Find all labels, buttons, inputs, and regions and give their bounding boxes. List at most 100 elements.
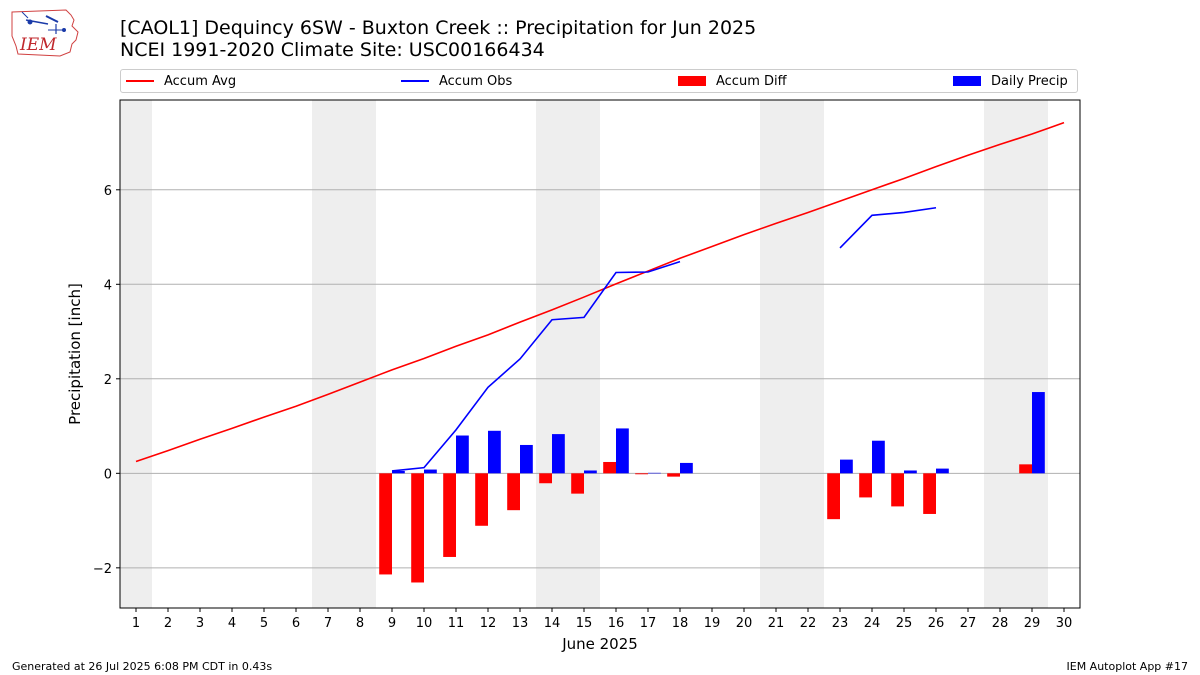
daily-precip-bar (584, 470, 597, 474)
y-axis-label: Precipitation [inch] (66, 283, 84, 425)
accum-obs-line (391, 260, 681, 472)
y-tick-label: 2 (104, 373, 112, 388)
axis-ticks: 1 2 3 4 5 6 7 8 9 10 11 12 13 14 15 16 17 18 19 20 21 22 23 24 2… (93, 184, 1072, 631)
chart-title: [CAOL1] Dequincy 6SW - Buxton Creek :: P… (120, 17, 757, 39)
x-tick-label: 22 (800, 616, 817, 631)
weekend-band (536, 100, 568, 608)
accum-diff-bar (635, 473, 648, 475)
legend-label-accum-diff: Accum Diff (716, 73, 787, 89)
x-tick-label: 9 (388, 616, 396, 631)
legend-item-accum-obs: Accum Obs (401, 70, 512, 92)
footer-app: IEM Autoplot App #17 (1066, 660, 1189, 673)
x-tick-label: 7 (324, 616, 332, 631)
y-tick-label: −2 (93, 562, 112, 577)
legend-swatch-accum-diff (678, 76, 706, 86)
legend-item-accum-diff: Accum Diff (678, 70, 787, 92)
daily-precip-bar (456, 435, 469, 474)
x-tick-label: 17 (640, 616, 657, 631)
weekend-band (984, 100, 1016, 608)
accum-diff-bar (379, 473, 392, 575)
weekend-band (312, 100, 344, 608)
weekend-band (344, 100, 376, 608)
logo-text: IEM (19, 35, 57, 55)
x-tick-label: 5 (260, 616, 268, 631)
legend-label-accum-obs: Accum Obs (439, 73, 513, 89)
x-tick-label: 29 (1024, 616, 1041, 631)
y-tick-label: 4 (104, 278, 112, 293)
daily-precip-bar (520, 444, 533, 474)
footer-generated: Generated at 26 Jul 2025 6:08 PM CDT in … (12, 660, 273, 673)
legend-swatch-accum-obs (401, 80, 429, 82)
x-tick-label: 24 (864, 616, 881, 631)
x-tick-label: 3 (196, 616, 204, 631)
x-tick-label: 13 (512, 616, 529, 631)
daily-precip-bar (680, 462, 693, 474)
weekend-band (120, 100, 152, 608)
accum-diff-bar (571, 473, 584, 494)
x-tick-label: 4 (228, 616, 236, 631)
accum-diff-bar (475, 473, 488, 526)
bars (379, 392, 1045, 583)
x-tick-label: 2 (164, 616, 172, 631)
x-tick-label: 23 (832, 616, 849, 631)
x-axis-label: June 2025 (561, 635, 638, 653)
accum-diff-bar (891, 473, 904, 507)
weekend-shading (120, 100, 1048, 608)
daily-precip-bar (488, 430, 501, 474)
daily-precip-bar (904, 470, 917, 474)
chart-legend: Accum Avg Accum Obs Accum Diff Daily Pre… (120, 69, 1078, 93)
accum-diff-bar (1019, 464, 1032, 474)
weekend-band (760, 100, 792, 608)
accum-obs-line (839, 206, 937, 249)
legend-swatch-daily-precip (953, 76, 981, 86)
daily-precip-bar (392, 470, 405, 474)
y-tick-label: 6 (104, 184, 112, 199)
x-tick-label: 14 (544, 616, 561, 631)
weekend-band (1016, 100, 1048, 608)
accum-diff-bar (443, 473, 456, 557)
accum-diff-bar (507, 473, 520, 511)
x-tick-label: 1 (132, 616, 140, 631)
daily-precip-bar (552, 434, 565, 474)
iowa-map-outline (11, 9, 79, 57)
x-tick-label: 21 (768, 616, 785, 631)
weekend-band (568, 100, 600, 608)
x-tick-label: 27 (960, 616, 977, 631)
accum-diff-bar (539, 473, 552, 484)
x-tick-label: 10 (416, 616, 433, 631)
x-tick-label: 11 (448, 616, 465, 631)
x-tick-label: 30 (1056, 616, 1073, 631)
daily-precip-bar (840, 459, 853, 474)
daily-precip-bar (648, 472, 661, 474)
daily-precip-bar (872, 440, 885, 474)
accum-diff-bar (667, 473, 680, 477)
daily-precip-bar (1032, 392, 1045, 474)
x-tick-label: 19 (704, 616, 721, 631)
legend-item-accum-avg: Accum Avg (126, 70, 236, 92)
y-gridlines (120, 189, 1080, 569)
legend-swatch-accum-avg (126, 80, 154, 82)
x-tick-label: 25 (896, 616, 913, 631)
daily-precip-bar (424, 469, 437, 474)
lines (135, 121, 1065, 472)
daily-precip-bar (936, 468, 949, 474)
x-tick-label: 12 (480, 616, 497, 631)
daily-precip-bar (616, 428, 629, 474)
x-tick-label: 16 (608, 616, 625, 631)
x-tick-label: 26 (928, 616, 945, 631)
legend-item-daily-precip: Daily Precip (953, 70, 1068, 92)
accum-avg-line (135, 121, 1065, 463)
plot-frame (119, 99, 1081, 609)
x-tick-label: 18 (672, 616, 689, 631)
x-tick-label: 6 (292, 616, 300, 631)
accum-diff-bar (923, 473, 936, 514)
accum-diff-bar (859, 473, 872, 498)
legend-label-daily-precip: Daily Precip (991, 73, 1068, 89)
x-tick-label: 15 (576, 616, 593, 631)
accum-diff-bar (827, 473, 840, 520)
accum-diff-bar (603, 461, 616, 474)
x-tick-label: 28 (992, 616, 1009, 631)
y-tick-label: 0 (104, 467, 112, 482)
x-tick-label: 20 (736, 616, 753, 631)
